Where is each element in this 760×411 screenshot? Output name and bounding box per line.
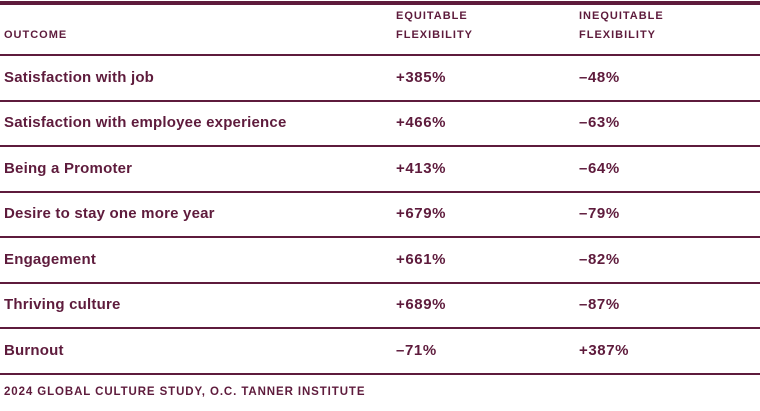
inequitable-value: –64% [579, 159, 620, 177]
equitable-value: +679% [396, 205, 447, 223]
equitable-value: +661% [396, 250, 447, 268]
outcome-label: Thriving culture [4, 296, 121, 314]
equitable-value: –71% [396, 341, 437, 359]
table-row: Satisfaction with job +385% –48% [0, 56, 760, 102]
column-header-outcome: OUTCOME [4, 29, 68, 41]
table-row: Engagement +661% –82% [0, 238, 760, 284]
equitable-value: +413% [396, 159, 447, 177]
table-row: Thriving culture +689% –87% [0, 284, 760, 329]
outcome-label: Engagement [4, 250, 97, 268]
inequitable-value: –48% [579, 68, 620, 86]
inequitable-value: –87% [579, 296, 620, 314]
table-header-row: OUTCOME EQUITABLE FLEXIBILITY INEQUITABL… [0, 5, 760, 56]
header-cell-equitable: EQUITABLE FLEXIBILITY [396, 0, 579, 45]
inequitable-value: –82% [579, 250, 620, 268]
table-row: Desire to stay one more year +679% –79% [0, 193, 760, 238]
outcome-label: Burnout [4, 341, 64, 359]
header-cell-inequitable: INEQUITABLE FLEXIBILITY [579, 0, 760, 45]
source-citation: 2024 GLOBAL CULTURE STUDY, O.C. TANNER I… [4, 385, 366, 398]
inequitable-value: +387% [579, 341, 630, 359]
outcome-label: Satisfaction with job [4, 68, 155, 86]
table-row: Being a Promoter +413% –64% [0, 147, 760, 193]
inequitable-value: –63% [579, 114, 620, 132]
top-rule [0, 1, 760, 5]
outcome-label: Being a Promoter [4, 159, 133, 177]
outcome-label: Desire to stay one more year [4, 205, 215, 223]
header-cell-outcome: OUTCOME [0, 25, 396, 45]
inequitable-value: –79% [579, 205, 620, 223]
equitable-value: +385% [396, 68, 447, 86]
table-row: Satisfaction with employee experience +4… [0, 102, 760, 147]
column-header-inequitable-flexibility: INEQUITABLE FLEXIBILITY [579, 10, 664, 41]
outcome-label: Satisfaction with employee experience [4, 114, 287, 132]
table-row: Burnout –71% +387% [0, 329, 760, 375]
column-header-equitable-flexibility: EQUITABLE FLEXIBILITY [396, 10, 473, 41]
equitable-value: +466% [396, 114, 447, 132]
equitable-value: +689% [396, 296, 447, 314]
